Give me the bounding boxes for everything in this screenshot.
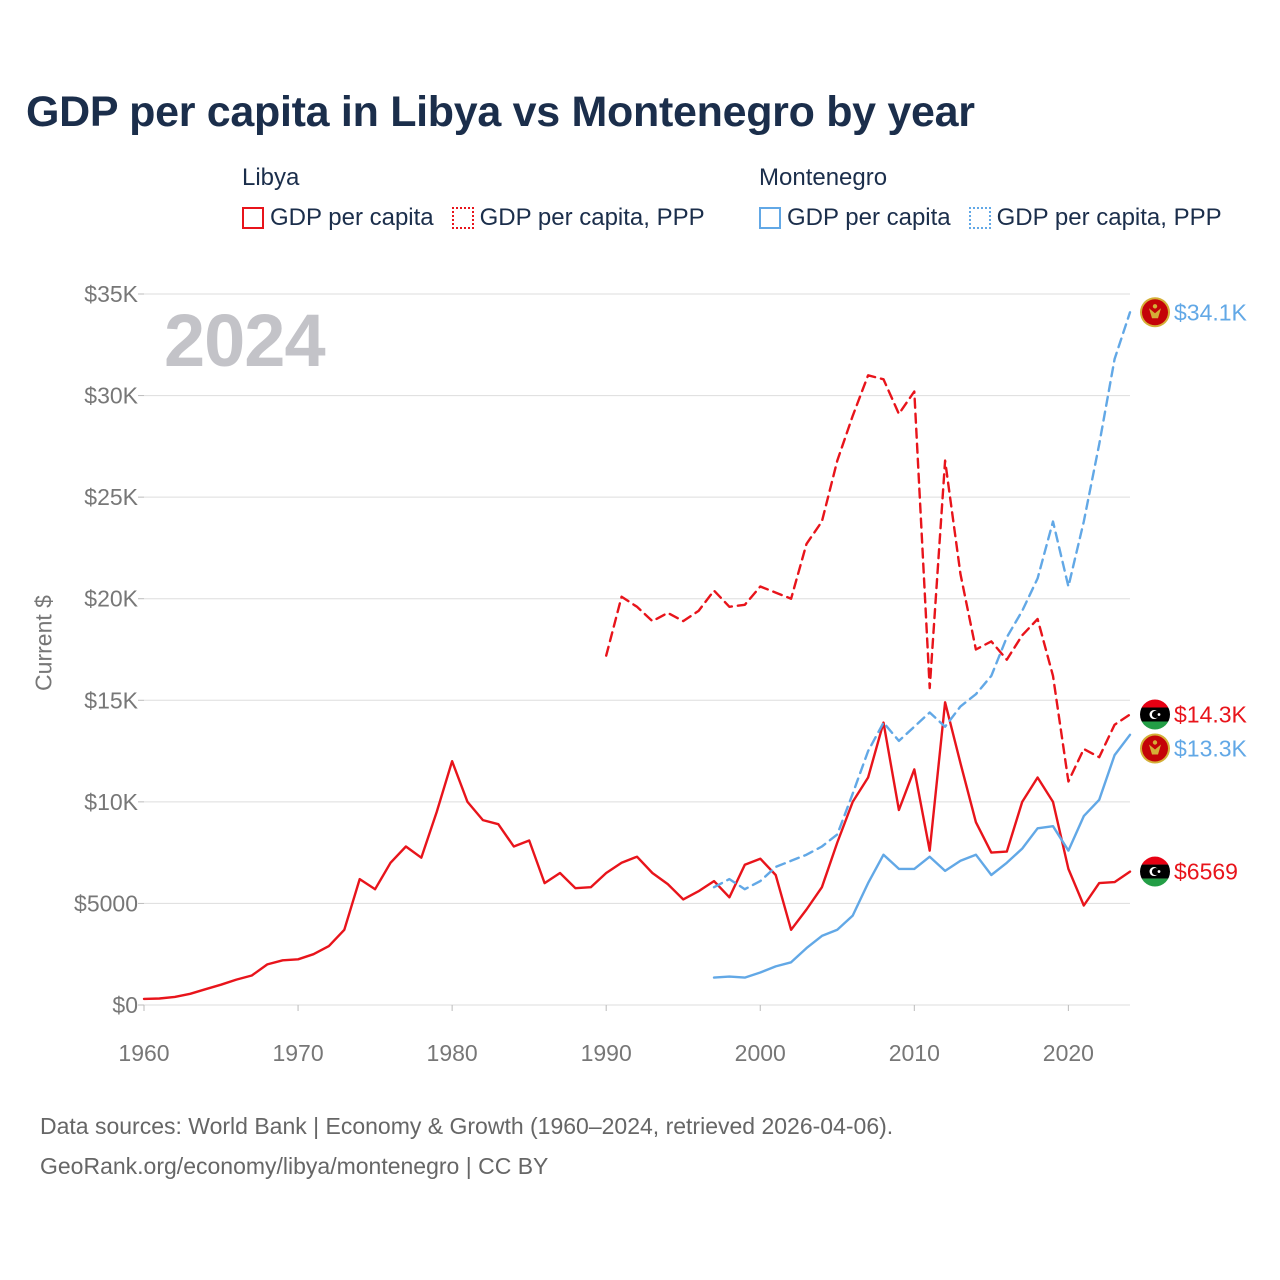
end-value-label: $6569 (1174, 859, 1238, 885)
x-tick-label: 2000 (735, 1040, 786, 1066)
montenegro-flag-icon (1140, 297, 1170, 328)
y-tick-label: $10K (84, 789, 138, 815)
series-line-montenegro-gdp-per-capita[interactable] (712, 733, 1132, 979)
footer: Data sources: World Bank | Economy & Gro… (40, 1106, 893, 1186)
line-chart: $0 $5000 $10K $15K $20K $25K $30K $35K 1960 1970 1… (74, 281, 1248, 1066)
y-axis-label: Current $ (30, 595, 57, 691)
legend-swatch-dotted-icon (451, 207, 474, 229)
x-tick-label: 1990 (581, 1040, 632, 1066)
libya-flag-icon (1140, 856, 1170, 887)
legend-group-montenegro: Montenegro GDP per capita GDP per capita… (759, 162, 1222, 232)
x-tick-label: 2010 (889, 1040, 940, 1066)
y-tick-label: $15K (84, 687, 138, 713)
x-tick-label: 1970 (272, 1040, 323, 1066)
series-line-montenegro-gdp-per-capita-ppp[interactable] (712, 311, 1132, 891)
legend-item-montenegro-gdp[interactable]: GDP per capita (759, 204, 951, 232)
legend-item-libya-gdp[interactable]: GDP per capita (242, 204, 434, 232)
chart-title: GDP per capita in Libya vs Montenegro by… (26, 88, 975, 136)
series-line-libya-gdp-per-capita[interactable] (142, 701, 1132, 1001)
footer-attribution[interactable]: GeoRank.org/economy/libya/montenegro | C… (40, 1153, 549, 1179)
legend-item-montenegro-gdp-ppp[interactable]: GDP per capita, PPP (968, 204, 1222, 232)
y-tick-label: $20K (84, 586, 138, 612)
footer-sources: Data sources: World Bank | Economy & Gro… (40, 1113, 894, 1139)
y-tick-label: $35K (84, 281, 138, 307)
y-tick-label: $5000 (74, 890, 138, 916)
end-value-label: $34.1K (1174, 299, 1248, 325)
series-line-libya-gdp-per-capita-ppp[interactable] (605, 374, 1132, 783)
legend-group-libya: Libya GDP per capita GDP per capita, PPP (242, 162, 705, 232)
legend-swatch-solid-icon (759, 207, 781, 229)
legend-group-name: Libya (242, 164, 300, 191)
x-tick-label: 2020 (1043, 1040, 1094, 1066)
end-value-label: $14.3K (1174, 702, 1248, 728)
y-tick-label: $30K (84, 383, 138, 409)
legend-swatch-solid-icon (242, 207, 264, 229)
libya-flag-icon (1140, 699, 1170, 730)
y-tick-label: $0 (112, 992, 138, 1018)
end-value-label: $13.3K (1174, 736, 1248, 762)
legend-item-label: GDP per capita, PPP (479, 204, 705, 231)
montenegro-flag-icon (1140, 733, 1170, 764)
x-tick-label: 1980 (427, 1040, 478, 1066)
legend-group-name: Montenegro (759, 164, 888, 191)
legend-item-label: GDP per capita (787, 204, 951, 231)
year-watermark: 2024 (164, 299, 326, 382)
x-tick-label: 1960 (118, 1040, 169, 1066)
legend-item-label: GDP per capita (270, 204, 434, 231)
legend-item-libya-gdp-ppp[interactable]: GDP per capita, PPP (451, 204, 705, 232)
legend-swatch-dotted-icon (968, 207, 991, 229)
legend-item-label: GDP per capita, PPP (996, 204, 1222, 231)
y-tick-label: $25K (84, 484, 138, 510)
